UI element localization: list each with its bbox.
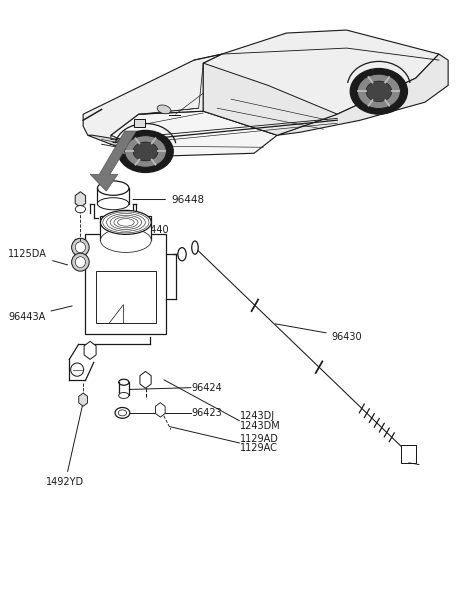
Ellipse shape bbox=[118, 410, 127, 416]
Text: 96440: 96440 bbox=[139, 225, 169, 234]
Ellipse shape bbox=[72, 253, 89, 271]
Text: 96423: 96423 bbox=[192, 408, 223, 418]
Polygon shape bbox=[111, 111, 277, 156]
Text: 1125DA: 1125DA bbox=[8, 249, 67, 265]
Ellipse shape bbox=[75, 206, 85, 213]
Ellipse shape bbox=[71, 363, 84, 376]
Ellipse shape bbox=[119, 379, 129, 385]
Ellipse shape bbox=[358, 75, 400, 109]
Ellipse shape bbox=[100, 228, 151, 252]
Polygon shape bbox=[203, 30, 439, 135]
Bar bbox=[85, 234, 166, 334]
Ellipse shape bbox=[350, 69, 407, 114]
Text: 1492YD: 1492YD bbox=[46, 395, 85, 487]
Ellipse shape bbox=[119, 392, 129, 398]
Text: 96448: 96448 bbox=[133, 195, 204, 204]
Polygon shape bbox=[277, 54, 448, 135]
Ellipse shape bbox=[115, 407, 130, 418]
Bar bbox=[134, 119, 145, 127]
Polygon shape bbox=[88, 135, 157, 156]
Ellipse shape bbox=[157, 105, 171, 114]
Text: 1243DJ: 1243DJ bbox=[240, 411, 275, 421]
Ellipse shape bbox=[118, 130, 173, 172]
Ellipse shape bbox=[97, 181, 129, 195]
Ellipse shape bbox=[97, 198, 129, 210]
Polygon shape bbox=[203, 63, 337, 135]
Ellipse shape bbox=[75, 242, 85, 252]
Ellipse shape bbox=[192, 241, 198, 254]
Ellipse shape bbox=[366, 81, 392, 102]
Text: 96430: 96430 bbox=[275, 324, 362, 341]
Text: 1129AD: 1129AD bbox=[240, 434, 279, 444]
Ellipse shape bbox=[75, 257, 85, 267]
Ellipse shape bbox=[72, 238, 89, 256]
Polygon shape bbox=[90, 131, 136, 191]
Ellipse shape bbox=[133, 142, 158, 161]
Ellipse shape bbox=[125, 136, 166, 167]
Text: 96443A: 96443A bbox=[8, 306, 72, 322]
Ellipse shape bbox=[116, 142, 148, 156]
Bar bbox=[96, 271, 156, 323]
Text: 96424: 96424 bbox=[192, 383, 223, 392]
Bar bbox=[401, 445, 416, 463]
Text: 1129AC: 1129AC bbox=[240, 443, 278, 453]
Ellipse shape bbox=[100, 210, 151, 234]
Polygon shape bbox=[83, 54, 222, 144]
Text: 1243DM: 1243DM bbox=[240, 421, 281, 430]
Bar bbox=[100, 216, 151, 240]
Ellipse shape bbox=[178, 248, 186, 261]
